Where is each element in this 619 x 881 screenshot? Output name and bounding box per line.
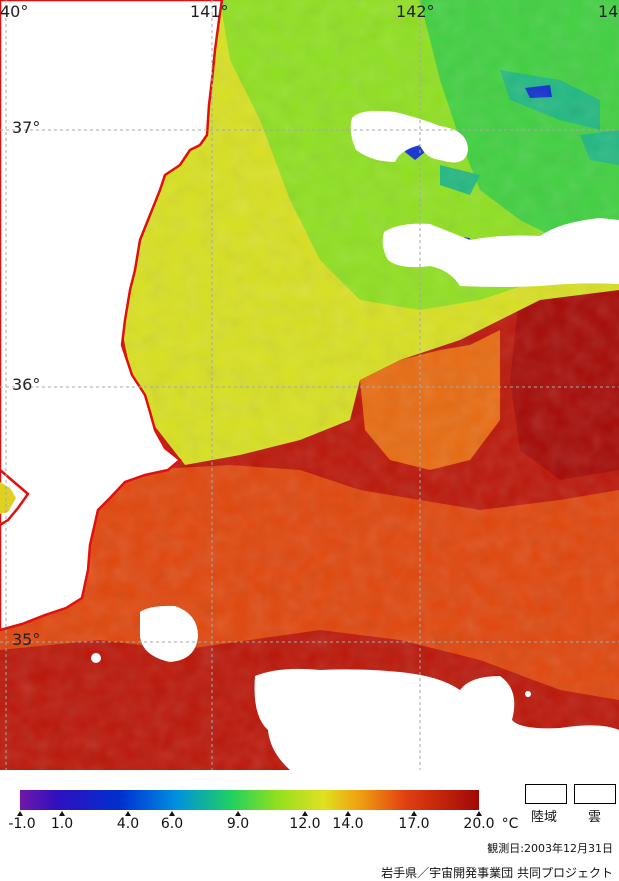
tick-marker <box>411 811 417 816</box>
scale-tick-label: 20.0 <box>463 816 495 832</box>
scale-tick-label: 17.0 <box>398 816 430 832</box>
lon-label-142: 142° <box>396 2 435 21</box>
cloud-swatch <box>574 784 616 804</box>
tick-marker <box>17 811 23 816</box>
color-bar-ticks <box>17 811 482 816</box>
tick-marker <box>302 811 308 816</box>
lat-label-35: 35° <box>12 630 41 649</box>
scale-unit: °C <box>501 816 519 832</box>
scale-tick-label: 12.0 <box>289 816 321 832</box>
honshu-land <box>0 0 224 632</box>
scale-tick-label: 1.0 <box>50 816 74 832</box>
lat-label-36: 36° <box>12 375 41 394</box>
cloud-areas <box>91 110 619 770</box>
scale-tick-label: 14.0 <box>332 816 364 832</box>
land-label: 陸域 <box>531 810 558 825</box>
sea-surface-temperature-map <box>0 0 619 770</box>
scale-tick-label: -1.0 <box>8 816 36 832</box>
scale-tick-label: 9.0 <box>226 816 250 832</box>
scale-tick-label: 4.0 <box>116 816 140 832</box>
credit-line: 岩手県／宇宙開発事業団 共同プロジェクト <box>381 866 613 880</box>
tokyo-bay-water <box>0 482 16 514</box>
tick-marker <box>476 811 482 816</box>
scale-tick-label: 6.0 <box>160 816 184 832</box>
color-bar <box>20 790 479 810</box>
land-swatch <box>525 784 567 804</box>
tick-marker <box>169 811 175 816</box>
lon-label-143: 14 <box>598 2 619 21</box>
observation-date: 観測日:2003年12月31日 <box>487 842 613 855</box>
tick-marker <box>125 811 131 816</box>
cloud-label: 雲 <box>588 810 602 825</box>
lon-label-140: 40° <box>0 2 29 21</box>
tick-marker <box>59 811 65 816</box>
lon-label-141: 141° <box>190 2 229 21</box>
temperature-color-scale <box>17 790 482 816</box>
tick-marker <box>235 811 241 816</box>
tick-marker <box>345 811 351 816</box>
lat-label-37: 37° <box>12 118 41 137</box>
graticule <box>0 0 619 770</box>
